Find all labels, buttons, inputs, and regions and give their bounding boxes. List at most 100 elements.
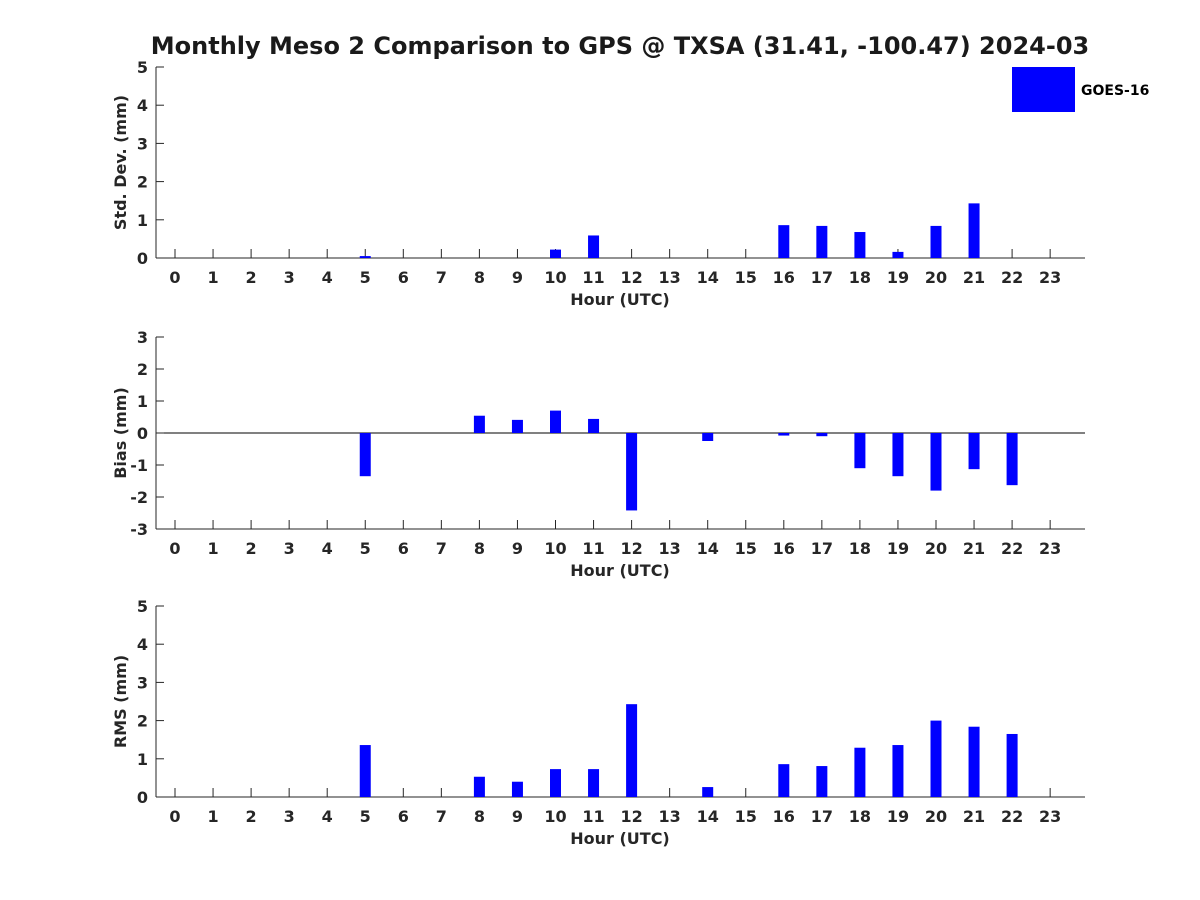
x-tick-label: 1 <box>207 807 218 826</box>
x-tick-label: 4 <box>322 268 333 287</box>
chart-title: Monthly Meso 2 Comparison to GPS @ TXSA … <box>151 32 1089 60</box>
x-tick-label: 0 <box>169 807 180 826</box>
y-tick-label: -2 <box>130 488 148 507</box>
y-tick-label: 1 <box>137 211 148 230</box>
x-tick-label: 0 <box>169 539 180 558</box>
legend: GOES-16 <box>1012 67 1149 112</box>
bar <box>778 764 790 797</box>
x-tick-label: 8 <box>474 268 485 287</box>
y-tick-label: 1 <box>137 750 148 769</box>
x-tick-label: 19 <box>887 539 909 558</box>
x-tick-label: 5 <box>360 268 371 287</box>
bar <box>511 781 523 797</box>
x-tick-label: 16 <box>773 539 795 558</box>
x-tick-label: 11 <box>582 539 604 558</box>
x-tick-label: 16 <box>773 807 795 826</box>
bar <box>892 433 904 477</box>
x-tick-label: 8 <box>474 807 485 826</box>
x-tick-label: 11 <box>582 268 604 287</box>
y-tick-label: 2 <box>137 173 148 192</box>
legend-swatch <box>1012 67 1075 112</box>
x-tick-label: 8 <box>474 539 485 558</box>
x-tick-label: 20 <box>925 539 947 558</box>
bar <box>473 776 485 797</box>
x-tick-label: 11 <box>582 807 604 826</box>
x-tick-label: 12 <box>620 539 642 558</box>
x-tick-label: 21 <box>963 539 985 558</box>
bar <box>778 433 790 436</box>
bar <box>968 726 980 797</box>
y-tick-label: 0 <box>137 424 148 443</box>
bar <box>550 249 561 258</box>
bar <box>550 769 561 797</box>
x-tick-label: 9 <box>512 807 523 826</box>
x-tick-label: 0 <box>169 268 180 287</box>
x-tick-label: 12 <box>620 268 642 287</box>
x-tick-label: 15 <box>735 539 757 558</box>
bar <box>816 766 828 797</box>
bar <box>359 433 371 477</box>
x-tick-label: 9 <box>512 268 523 287</box>
bar <box>968 433 980 470</box>
bar <box>854 433 866 469</box>
bar <box>930 720 942 797</box>
x-tick-label: 7 <box>436 539 447 558</box>
y-tick-label: 3 <box>137 673 148 692</box>
x-tick-label: 3 <box>284 268 295 287</box>
x-tick-label: 14 <box>697 268 719 287</box>
x-tick-label: 10 <box>544 268 566 287</box>
x-tick-label: 13 <box>659 807 681 826</box>
x-tick-label: 18 <box>849 539 871 558</box>
x-tick-label: 17 <box>811 807 833 826</box>
bar <box>816 433 828 437</box>
x-tick-label: 23 <box>1039 268 1061 287</box>
y-tick-label: 5 <box>137 597 148 616</box>
y-tick-label: -3 <box>130 520 148 539</box>
x-axis-label: Hour (UTC) <box>570 561 670 580</box>
x-tick-label: 6 <box>398 539 409 558</box>
x-tick-label: 17 <box>811 268 833 287</box>
x-tick-label: 4 <box>322 539 333 558</box>
bar <box>968 203 980 258</box>
y-tick-label: 0 <box>137 788 148 807</box>
bar <box>702 433 714 441</box>
bar <box>854 747 866 797</box>
bar <box>511 419 523 433</box>
x-tick-label: 20 <box>925 807 947 826</box>
x-tick-label: 10 <box>544 807 566 826</box>
y-tick-label: 4 <box>137 96 148 115</box>
x-tick-label: 5 <box>360 539 371 558</box>
x-tick-label: 12 <box>620 807 642 826</box>
x-tick-label: 23 <box>1039 539 1061 558</box>
bar <box>626 433 638 511</box>
bar <box>626 704 638 797</box>
bar <box>1006 433 1018 486</box>
x-tick-label: 21 <box>963 807 985 826</box>
bar <box>588 769 600 797</box>
y-tick-label: -1 <box>130 456 148 475</box>
bar <box>550 410 561 433</box>
bar <box>702 787 714 797</box>
x-tick-label: 18 <box>849 807 871 826</box>
bar <box>892 251 904 258</box>
x-tick-label: 3 <box>284 807 295 826</box>
bar <box>778 225 790 258</box>
bar <box>854 232 866 258</box>
x-tick-label: 7 <box>436 268 447 287</box>
x-tick-label: 13 <box>659 268 681 287</box>
bar <box>588 418 600 433</box>
bar <box>930 225 942 258</box>
x-tick-label: 7 <box>436 807 447 826</box>
y-axis-label: Bias (mm) <box>111 387 130 479</box>
y-tick-label: 2 <box>137 360 148 379</box>
x-tick-label: 4 <box>322 807 333 826</box>
x-axis-label: Hour (UTC) <box>570 829 670 848</box>
y-axis-label: Std. Dev. (mm) <box>111 95 130 230</box>
x-tick-label: 2 <box>246 539 257 558</box>
y-tick-label: 2 <box>137 712 148 731</box>
x-tick-label: 15 <box>735 807 757 826</box>
y-tick-label: 0 <box>137 249 148 268</box>
x-tick-label: 18 <box>849 268 871 287</box>
